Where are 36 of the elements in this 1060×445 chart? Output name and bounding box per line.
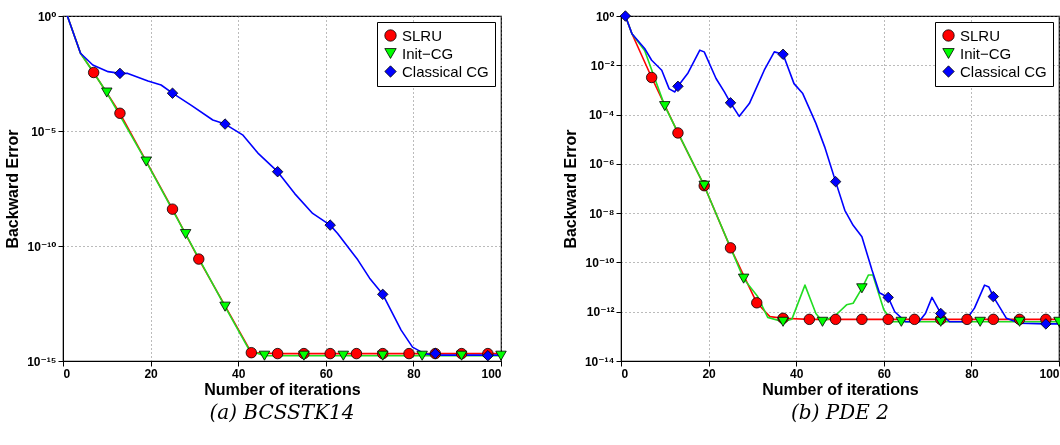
y-tick-label: 10⁻⁸ [589,206,615,221]
x-tick-label: 20 [702,366,717,381]
x-tick-label: 20 [144,366,159,381]
y-tick-label: 10⁻¹⁴ [584,354,615,369]
x-tick-label: 0 [63,366,71,381]
legend-label: Init−CG [960,44,1012,62]
legend-label: SLRU [402,26,443,44]
y-tick-label: 10⁰ [595,9,615,24]
x-tick-label: 100 [481,366,502,381]
legend-label: SLRU [960,26,1001,44]
legend-label: Init−CG [402,44,454,62]
x-tick-label: 40 [790,366,804,381]
y-axis-title: Backward Error [561,129,579,249]
y-tick-label: 10⁻⁴ [588,108,615,123]
y-tick-label: 10⁻⁵ [31,124,57,139]
x-axis-title: Number of iterations [762,380,919,398]
x-tick-label: 80 [407,366,421,381]
y-tick-label: 10⁻² [590,58,615,73]
text: (b) PDE 2 [791,400,889,424]
x-tick-label: 60 [319,366,334,381]
y-tick-label: 10⁻¹⁵ [27,354,57,369]
y-tick-label: 10⁻¹⁰ [585,255,615,270]
y-tick-label: 10⁻¹⁰ [27,239,57,254]
y-tick-label: 10⁰ [37,9,57,24]
legend-label: Classical CG [960,62,1047,80]
x-tick-label: 40 [232,366,246,381]
x-tick-label: 0 [621,366,629,381]
text: (a) BCSSTK14 [209,400,355,424]
y-axis-title: Backward Error [4,129,22,249]
y-tick-label: 10⁻⁶ [589,157,615,172]
y-tick-label: 10⁻¹² [586,305,615,320]
legend-label: Classical CG [402,62,489,80]
x-tick-label: 100 [1039,366,1060,381]
x-tick-label: 60 [877,366,892,381]
x-axis-title: Number of iterations [204,380,361,398]
x-tick-label: 80 [965,366,979,381]
